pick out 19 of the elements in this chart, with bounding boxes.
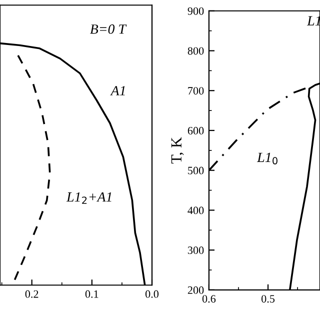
x-tick-label: 0.1 (85, 290, 98, 298)
annotation: L1 (306, 16, 320, 26)
y-tick-label: 600 (188, 126, 204, 134)
annotation: A1 (110, 86, 125, 96)
text: B=0 T (90, 24, 127, 34)
y-tick-label: 200 (188, 286, 204, 294)
annotation: L1$_{0}$ (256, 152, 278, 164)
y-axis-title: T, K (171, 137, 184, 164)
y-tick-label: 300 (188, 246, 204, 254)
x-tick-label: 0.5 (262, 295, 275, 303)
y-tick-label: 500 (188, 166, 204, 174)
y-tick-label: 400 (188, 206, 204, 214)
y-tick-label: 700 (188, 87, 204, 95)
annotation: L1$_{2}$+A1 (66, 192, 112, 204)
y-tick-label: 900 (188, 7, 204, 15)
x-tick-label: 0.6 (202, 295, 216, 303)
x-tick-label: 0.2 (25, 290, 38, 298)
y-tick-label: 800 (188, 47, 204, 55)
x-tick-label: 0.0 (145, 290, 159, 298)
